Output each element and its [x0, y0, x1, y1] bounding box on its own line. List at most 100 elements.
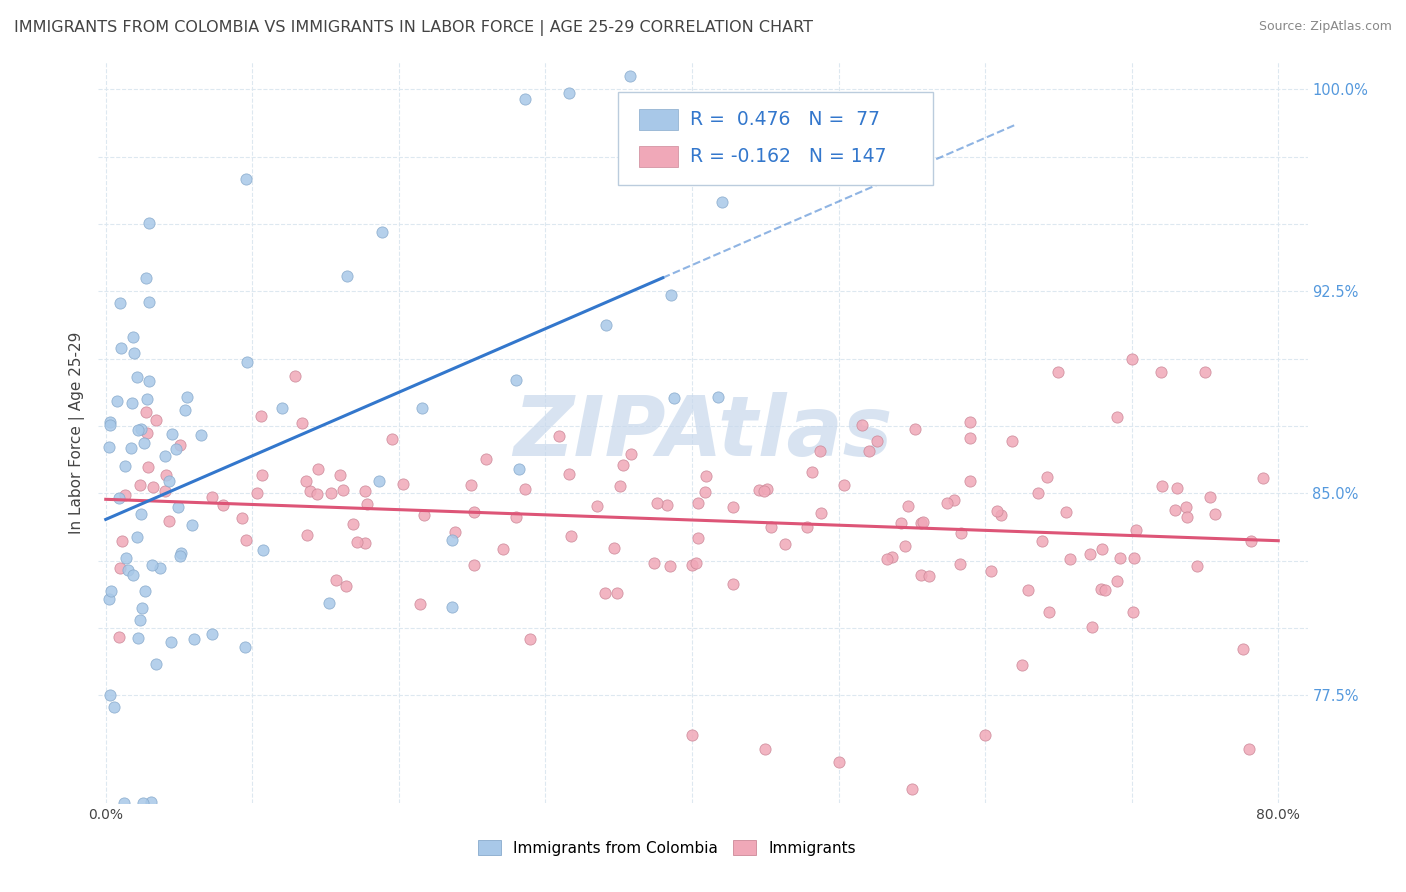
- Point: [170, 546, 193, 560]
- Point: [148, 560, 170, 574]
- Point: [250, 467, 273, 482]
- Point: [560, 529, 582, 543]
- Point: [686, 496, 709, 510]
- Point: [974, 729, 997, 743]
- Point: [284, 368, 307, 383]
- Text: R =  0.476   N =  77: R = 0.476 N = 77: [690, 110, 880, 129]
- Point: [586, 499, 609, 513]
- Point: [681, 729, 703, 743]
- Point: [294, 474, 316, 488]
- Point: [138, 216, 160, 230]
- Point: [710, 194, 733, 209]
- Point: [910, 516, 932, 531]
- Point: [138, 294, 160, 309]
- Point: [513, 482, 536, 496]
- Point: [990, 508, 1012, 523]
- Point: [291, 417, 314, 431]
- Point: [463, 558, 485, 572]
- Point: [139, 795, 162, 809]
- Point: [959, 416, 981, 430]
- Point: [167, 500, 190, 514]
- Point: [142, 480, 165, 494]
- Point: [128, 477, 150, 491]
- Point: [122, 568, 145, 582]
- Point: [1240, 533, 1263, 548]
- Point: [252, 542, 274, 557]
- Point: [131, 601, 153, 615]
- Point: [155, 468, 177, 483]
- Point: [1054, 505, 1077, 519]
- Point: [169, 549, 191, 563]
- Point: [904, 422, 927, 436]
- Point: [1081, 620, 1104, 634]
- Point: [519, 632, 541, 647]
- Point: [959, 431, 981, 445]
- Point: [827, 756, 849, 770]
- Point: [121, 395, 143, 409]
- Point: [235, 533, 257, 547]
- Point: [949, 526, 972, 541]
- Point: [108, 630, 131, 644]
- Point: [890, 516, 912, 531]
- Text: ZIPAtlas: ZIPAtlas: [513, 392, 893, 473]
- Point: [609, 478, 631, 492]
- Point: [356, 497, 378, 511]
- Point: [346, 535, 368, 549]
- Point: [201, 627, 224, 641]
- Point: [325, 573, 347, 587]
- Point: [307, 461, 329, 475]
- Point: [894, 539, 917, 553]
- Point: [918, 569, 941, 583]
- Point: [1078, 548, 1101, 562]
- Point: [1031, 533, 1053, 548]
- Point: [659, 287, 682, 301]
- Point: [332, 483, 354, 497]
- Point: [297, 528, 319, 542]
- Point: [474, 452, 496, 467]
- Point: [162, 426, 184, 441]
- Point: [1017, 583, 1039, 598]
- Point: [1175, 500, 1198, 515]
- Point: [463, 504, 485, 518]
- Point: [128, 614, 150, 628]
- FancyBboxPatch shape: [619, 92, 932, 185]
- Point: [97, 592, 120, 607]
- Point: [706, 390, 728, 404]
- Point: [686, 531, 709, 545]
- Point: [180, 518, 202, 533]
- Point: [800, 465, 823, 479]
- Point: [100, 584, 122, 599]
- Point: [411, 401, 433, 416]
- Point: [595, 318, 617, 332]
- Point: [1204, 507, 1226, 521]
- Text: Source: ZipAtlas.com: Source: ZipAtlas.com: [1258, 20, 1392, 33]
- Point: [135, 392, 157, 407]
- Point: [832, 478, 855, 492]
- Point: [620, 447, 643, 461]
- Bar: [638, 109, 678, 130]
- Point: [1059, 551, 1081, 566]
- Point: [138, 374, 160, 388]
- Point: [107, 393, 129, 408]
- Point: [335, 579, 357, 593]
- Point: [97, 441, 120, 455]
- Point: [129, 508, 152, 522]
- Point: [135, 425, 157, 440]
- Legend: Immigrants from Colombia, Immigrants: Immigrants from Colombia, Immigrants: [471, 834, 862, 862]
- Point: [606, 586, 628, 600]
- Point: [233, 640, 256, 654]
- Point: [1122, 605, 1144, 619]
- Point: [508, 462, 530, 476]
- Point: [1036, 470, 1059, 484]
- Point: [1237, 742, 1260, 756]
- Point: [249, 409, 271, 424]
- Point: [1232, 641, 1254, 656]
- Point: [662, 391, 685, 405]
- Point: [125, 530, 148, 544]
- Point: [444, 524, 467, 539]
- Point: [602, 541, 624, 556]
- Point: [153, 450, 176, 464]
- Point: [127, 369, 149, 384]
- Y-axis label: In Labor Force | Age 25-29: In Labor Force | Age 25-29: [69, 332, 86, 533]
- Point: [755, 483, 778, 497]
